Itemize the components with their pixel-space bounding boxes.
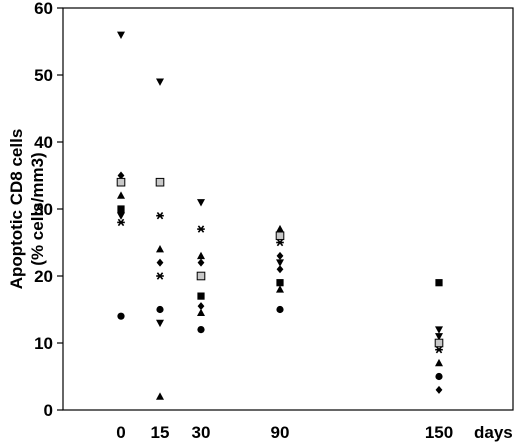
data-point-triangle-down [156,319,164,328]
data-point-star [156,272,164,280]
y-tick-label: 10 [34,334,53,353]
plot-frame [62,7,514,411]
x-axis-unit-label: days [474,423,513,442]
data-point-star [197,225,205,233]
data-point-circle [117,312,125,320]
y-axis-title-line1: Apoptotic CD8 cells [7,129,26,290]
data-point-diamond [197,302,205,311]
data-point-star [435,345,443,354]
x-tick-label: 90 [271,423,290,442]
data-point-square-gray [196,271,206,281]
y-tick-label: 20 [34,267,53,286]
data-point-star [276,238,284,247]
data-point-triangle-up [156,392,164,400]
y-tick-label: 60 [34,0,53,18]
data-point-triangle-down [156,78,164,86]
data-point-circle [276,305,284,314]
y-tick-label: 0 [44,401,53,420]
data-point-star [117,218,125,227]
data-point-triangle-down [435,333,443,341]
data-point-circle [156,305,164,314]
data-point-triangle-down [435,326,443,334]
data-point-triangle-up [197,251,205,260]
y-axis-title-line2: (% cells/mm3) [28,152,47,265]
data-point-triangle-up [156,245,164,253]
data-point-diamond [117,171,125,180]
data-point-square-black [435,279,443,287]
data-point-triangle-down [117,212,125,220]
data-point-square-black [276,279,284,287]
data-point-triangle-down [117,31,125,39]
y-tick-label: 50 [34,66,53,85]
data-point-diamond [435,385,443,394]
x-tick-label: 15 [151,423,170,442]
x-axis: 0 15 30 90 150 [116,423,453,442]
x-tick-label: 150 [425,423,453,442]
data-point-triangle-up [276,285,284,293]
x-tick-label: 0 [116,423,125,442]
y-tick-label: 30 [34,200,53,219]
data-point-triangle-up [117,191,125,199]
data-point-square-gray [275,231,285,241]
data-point-square-black [197,292,205,300]
data-point-triangle-up [197,308,205,317]
data-point-square-gray [155,177,165,187]
data-point-circle [435,372,443,381]
data-points [116,31,444,400]
data-point-square-gray [434,338,444,348]
data-point-diamond [276,265,284,274]
data-point-square-gray [116,177,126,187]
y-tick-label: 40 [34,133,53,152]
data-point-triangle-down [276,259,284,267]
data-point-diamond [276,251,284,260]
data-point-circle [197,326,205,334]
y-axis: 0 10 20 30 40 50 60 [34,0,63,420]
x-tick-label: 30 [192,423,211,442]
data-point-star [156,211,164,220]
data-point-triangle-up [276,224,284,233]
data-point-triangle-up [435,358,443,367]
data-point-diamond [156,258,164,267]
data-point-diamond [197,258,205,267]
y-axis-title: Apoptotic CD8 cells (% cells/mm3) [7,129,47,290]
data-point-triangle-down [197,199,205,207]
